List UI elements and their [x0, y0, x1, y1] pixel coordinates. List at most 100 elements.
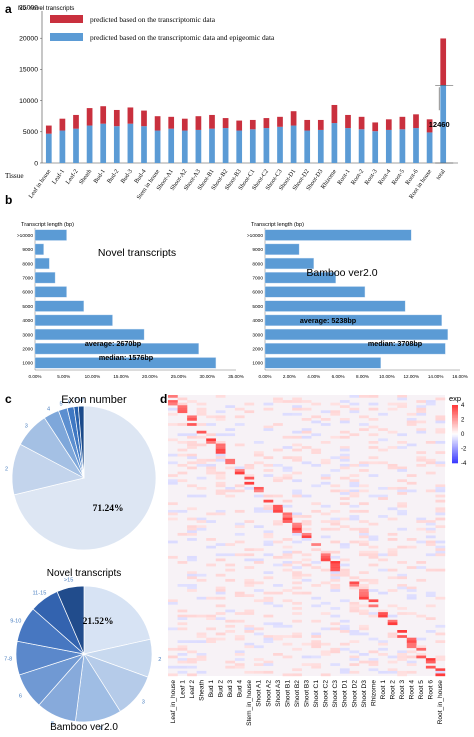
- heatmap-cell: [435, 545, 446, 549]
- heatmap-cell: [397, 607, 407, 610]
- heatmap-cell: [378, 614, 388, 618]
- heatmap-cell: [406, 417, 417, 421]
- pie-title: Exon number: [61, 394, 127, 406]
- heatmap-cell: [234, 591, 245, 595]
- heatmap-cell: [397, 670, 407, 674]
- heatmap-cell: [368, 474, 379, 477]
- heatmap-cell: [292, 550, 302, 554]
- heatmap-cell: [435, 428, 446, 431]
- heatmap-cell: [339, 446, 350, 449]
- heatmap-cell: [359, 632, 369, 636]
- heatmap-cell: [234, 665, 245, 669]
- legend-gradient-step: [452, 444, 458, 446]
- panel-a-bar-chart: a No. novel transcripts 0 5000 10000 15000 200…: [5, 2, 458, 201]
- heatmap-cell: [177, 645, 188, 649]
- heatmap-cell: [378, 412, 388, 416]
- heatmap-cell: [187, 665, 197, 669]
- heatmap-cell: [253, 507, 264, 511]
- heatmap-cell: [311, 402, 322, 406]
- heatmap-cell: [397, 433, 407, 437]
- heatmap-cell: [425, 540, 436, 544]
- pie-slice: [83, 585, 151, 655]
- heatmap-cell: [339, 573, 350, 577]
- heatmap-cell: [387, 635, 398, 638]
- heatmap-cell: [320, 476, 331, 480]
- heatmap-cell: [359, 589, 369, 592]
- heatmap-cell: [253, 525, 264, 529]
- heatmap-cell: [263, 614, 274, 618]
- heatmap-cell: [397, 573, 407, 577]
- heatmap-cell: [339, 545, 350, 549]
- bar-segment-epigenomic: [249, 129, 256, 163]
- heatmap-cell: [416, 655, 427, 659]
- heatmap-cell: [339, 619, 350, 623]
- bar-segment-epigenomic: [263, 128, 270, 163]
- heatmap-cell: [397, 405, 407, 408]
- y-tick-label: 7000: [22, 276, 33, 282]
- heatmap-cell: [282, 561, 293, 564]
- bar-segment-transcriptomic: [440, 38, 447, 86]
- heatmap-cell: [339, 435, 350, 439]
- heatmap-cell: [425, 617, 436, 620]
- heatmap-cell: [397, 512, 407, 516]
- heatmap-cell: [416, 451, 427, 454]
- legend-gradient-step: [452, 458, 458, 461]
- bar-segment-transcriptomic: [168, 116, 175, 129]
- heatmap-cell: [311, 561, 322, 564]
- heatmap-cell: [425, 530, 436, 534]
- heatmap-cell: [320, 474, 331, 477]
- heatmap-cell: [282, 568, 293, 572]
- heatmap-cell: [435, 499, 446, 503]
- heatmap-cell: [263, 543, 274, 546]
- heatmap-cell: [206, 637, 216, 641]
- heatmap-cell: [292, 515, 302, 518]
- heatmap-cell: [292, 632, 302, 636]
- length-bar: [264, 343, 446, 355]
- heatmap-cell: [311, 596, 322, 600]
- heatmap-cell: [416, 520, 427, 523]
- legend-gradient-step: [452, 429, 458, 432]
- heatmap-cell: [330, 527, 341, 531]
- heatmap-cell: [435, 673, 446, 677]
- heatmap-cell: [435, 655, 446, 659]
- heatmap-cell: [311, 655, 322, 659]
- heatmap-cell: [206, 458, 216, 462]
- heatmap-cell: [425, 400, 436, 403]
- heatmap-cell: [206, 545, 216, 549]
- heatmap-cell: [406, 663, 417, 666]
- heatmap-cell: [177, 532, 188, 536]
- heatmap-cell: [196, 670, 207, 674]
- heatmap-cell: [215, 509, 226, 513]
- heatmap-cell: [397, 612, 407, 615]
- heatmap-cell: [168, 461, 178, 465]
- heatmap-cell: [339, 668, 350, 672]
- heatmap-cell: [273, 448, 283, 452]
- heatmap-cell: [368, 612, 379, 615]
- heatmap-cell: [263, 504, 274, 508]
- y-tick-label: 8000: [22, 261, 33, 267]
- legend-gradient-step: [452, 457, 458, 459]
- bar-segment-epigenomic: [141, 126, 147, 163]
- heatmap-cell: [168, 599, 178, 603]
- bar-segment-transcriptomic: [385, 119, 392, 130]
- heatmap-cell: [282, 476, 293, 480]
- heatmap-cell: [292, 456, 302, 460]
- heatmap-cell: [359, 463, 369, 467]
- heatmap-cell: [406, 545, 417, 549]
- heatmap-cell: [301, 461, 312, 465]
- heatmap-cell: [253, 581, 264, 585]
- heatmap-cell: [215, 637, 226, 641]
- total-annotation: 12460: [429, 120, 450, 129]
- heatmap-cell: [435, 550, 446, 554]
- heatmap-cell: [368, 637, 379, 641]
- heatmap-cell: [359, 527, 369, 531]
- heatmap-cell: [397, 402, 407, 406]
- heatmap-cell: [330, 578, 341, 582]
- heatmap-cell: [168, 673, 178, 677]
- heatmap-cell: [320, 535, 331, 539]
- heatmap-cell: [196, 443, 207, 447]
- heatmap-cell: [416, 463, 427, 467]
- heatmap-cell: [339, 492, 350, 495]
- heatmap-cell: [301, 446, 312, 449]
